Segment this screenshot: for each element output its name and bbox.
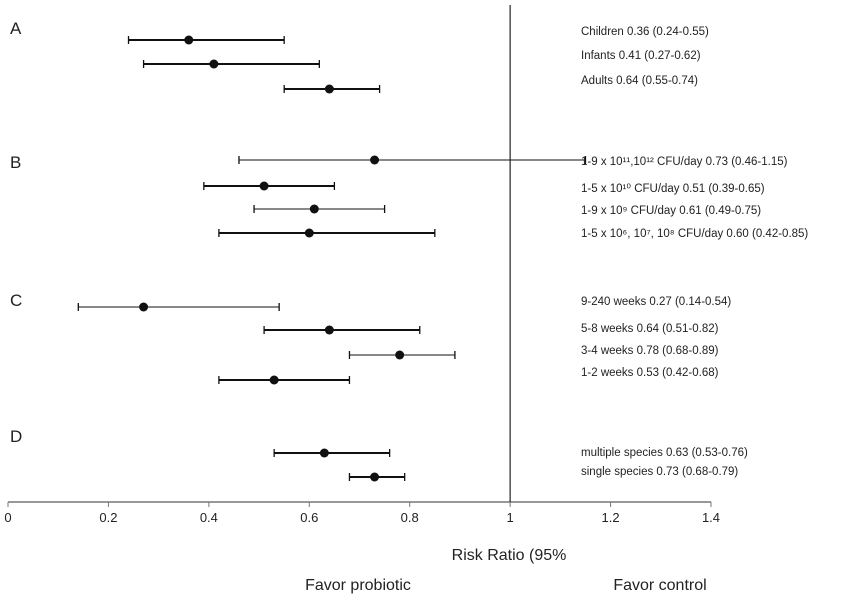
row-label: 5-8 weeks 0.64 (0.51-0.82) xyxy=(581,323,719,335)
row-label: 1-5 x 10¹⁰ CFU/day 0.51 (0.39-0.65) xyxy=(581,183,765,195)
group-label-A: A xyxy=(10,19,22,38)
point-estimate xyxy=(324,84,334,94)
point-estimate xyxy=(184,35,194,45)
point-estimate xyxy=(370,472,380,482)
row-label: 3-4 weeks 0.78 (0.68-0.89) xyxy=(581,345,719,357)
row-label: Children 0.36 (0.24-0.55) xyxy=(581,26,709,38)
point-estimate xyxy=(324,325,334,335)
x-tick-label: 0.8 xyxy=(401,510,419,525)
x-tick-label: 1.2 xyxy=(602,510,620,525)
point-estimate xyxy=(269,375,279,385)
group-label-C: C xyxy=(10,291,22,310)
x-tick-label: 0.4 xyxy=(200,510,218,525)
x-tick-label: 0.2 xyxy=(99,510,117,525)
row-label: Infants 0.41 (0.27-0.62) xyxy=(581,50,701,62)
row-label: 9-240 weeks 0.27 (0.14-0.54) xyxy=(581,296,731,308)
favor-probiotic-label: Favor probiotic xyxy=(305,577,411,594)
x-tick-label: 1 xyxy=(507,510,514,525)
x-tick-label: 0.6 xyxy=(300,510,318,525)
group-label-B: B xyxy=(10,153,21,172)
group-label-D: D xyxy=(10,427,22,446)
point-estimate xyxy=(259,181,269,191)
favor-control-label: Favor control xyxy=(613,577,706,594)
point-estimate xyxy=(370,155,380,165)
row-label: multiple species 0.63 (0.53-0.76) xyxy=(581,447,748,459)
point-estimate xyxy=(209,59,219,69)
point-estimate xyxy=(139,302,149,312)
point-estimate xyxy=(309,204,319,214)
row-label: 1-5 x 10⁶, 10⁷, 10⁸ CFU/day 0.60 (0.42-0… xyxy=(581,228,808,240)
x-tick-label: 1.4 xyxy=(702,510,720,525)
row-label: 1-9 x 10¹¹,10¹² CFU/day 0.73 (0.46-1.15) xyxy=(581,156,788,168)
row-label: Adults 0.64 (0.55-0.74) xyxy=(581,75,698,87)
point-estimate xyxy=(319,448,329,458)
row-label: 1-2 weeks 0.53 (0.42-0.68) xyxy=(581,367,719,379)
row-label: single species 0.73 (0.68-0.79) xyxy=(581,466,738,478)
x-tick-label: 0 xyxy=(4,510,11,525)
point-estimate xyxy=(395,350,405,360)
x-axis-label: Risk Ratio (95% xyxy=(452,547,567,564)
row-label: 1-9 x 10⁹ CFU/day 0.61 (0.49-0.75) xyxy=(581,205,761,217)
point-estimate xyxy=(304,228,314,238)
